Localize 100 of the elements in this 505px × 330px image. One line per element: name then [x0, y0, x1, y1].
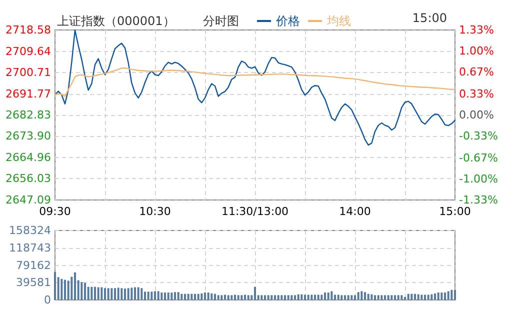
bar [420, 294, 423, 300]
bar [424, 294, 426, 300]
bar [237, 295, 240, 300]
y-tick-label: 2718.58 [6, 24, 51, 36]
y2-tick-label: -1.33% [459, 194, 498, 206]
bar [224, 294, 226, 300]
bar [394, 295, 396, 300]
bar [370, 294, 373, 300]
y-tick-label: 79162 [16, 258, 51, 272]
bar [170, 292, 173, 300]
bar [100, 287, 103, 300]
y-tick-label: 2656.03 [6, 172, 51, 186]
bar [220, 295, 223, 300]
bar [440, 292, 443, 300]
bar [400, 295, 403, 300]
bar [147, 292, 150, 300]
bar [334, 294, 336, 300]
bar [367, 294, 370, 300]
bar [214, 294, 216, 300]
bar [277, 295, 280, 300]
bar [430, 294, 433, 300]
bar [384, 295, 386, 300]
bar [97, 287, 100, 300]
bar [270, 295, 273, 300]
bar [160, 292, 163, 300]
bar [350, 295, 353, 300]
bar [60, 278, 63, 300]
bar [54, 272, 56, 300]
bar [337, 294, 340, 300]
bar [390, 295, 393, 300]
bar [247, 295, 250, 300]
y-tick-label: 2682.83 [6, 108, 51, 122]
bar [107, 288, 110, 300]
y-tick-label: 2664.96 [6, 151, 51, 164]
y2-tick-label: 0.67% [459, 66, 494, 79]
bar [347, 295, 350, 300]
bar [387, 295, 390, 300]
x-tick-label: 10:30 [139, 205, 171, 218]
y2-tick-label: 0.00% [459, 108, 494, 122]
bar [280, 295, 283, 300]
bar [64, 280, 66, 300]
bar [300, 294, 303, 300]
bar [174, 292, 176, 300]
bar [450, 290, 453, 300]
bar [287, 295, 290, 300]
bar [177, 292, 180, 300]
bar [134, 287, 136, 300]
bar [164, 292, 166, 300]
bar [317, 294, 320, 300]
bar [267, 295, 270, 300]
y2-tick-label: -0.67% [459, 151, 498, 164]
bar [254, 286, 256, 300]
bar [437, 292, 440, 300]
y2-tick-label: 0.33% [459, 87, 494, 100]
bar [297, 294, 300, 300]
bar [167, 292, 170, 300]
bar [157, 291, 160, 300]
bar [87, 286, 90, 300]
bar [84, 282, 86, 300]
bar [434, 293, 436, 300]
chart-subtitle: 分时图 [203, 14, 239, 28]
bar [410, 294, 413, 300]
bar [290, 295, 293, 300]
bar [330, 291, 333, 300]
bar [200, 293, 203, 300]
text: 15:00 [412, 11, 448, 25]
bar [150, 292, 153, 300]
legend-label: 均线 [326, 14, 351, 28]
y-tick-label: 2700.71 [6, 66, 51, 79]
bar [417, 294, 420, 300]
bar [74, 272, 76, 300]
bar [284, 295, 286, 300]
bar [360, 291, 363, 300]
bar [444, 292, 446, 300]
bar [130, 288, 133, 300]
y2-tick-label: 1.33% [459, 24, 494, 36]
bar [294, 295, 296, 300]
bar [90, 286, 93, 300]
bar [187, 294, 190, 300]
chart-title: 上证指数（000001） [57, 14, 175, 28]
bar [314, 294, 316, 300]
bar [357, 292, 360, 300]
bar [240, 295, 243, 300]
y-tick-label: 158324 [9, 224, 51, 237]
bar [354, 295, 356, 300]
y2-tick-label: -0.33% [459, 130, 498, 143]
bar [127, 288, 130, 300]
bar [210, 293, 213, 300]
bar [310, 294, 313, 300]
bar [70, 276, 73, 300]
bar [94, 286, 96, 300]
y-tick-label: 2647.09 [6, 194, 51, 206]
bar [117, 288, 120, 300]
x-tick-label: 15:00 [439, 205, 471, 218]
bar [307, 294, 310, 300]
bar [140, 288, 143, 300]
bar [234, 294, 236, 300]
bar [404, 296, 406, 300]
bar [364, 292, 366, 300]
bar [204, 292, 206, 300]
